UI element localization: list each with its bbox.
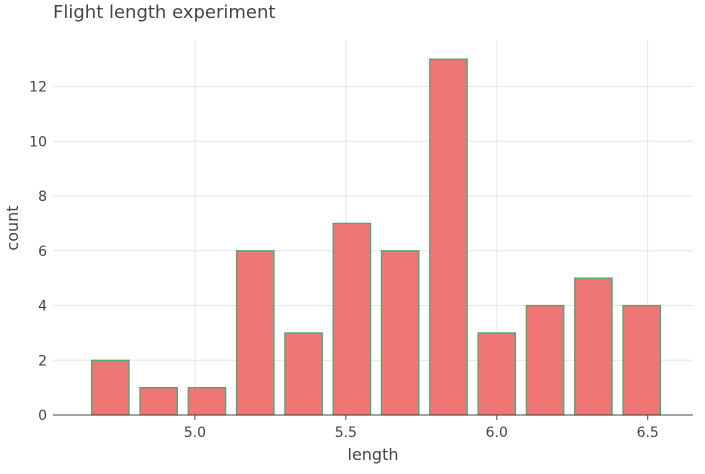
histogram-bar-11 [622,304,661,416]
histogram-bar-10 [574,277,613,416]
histogram-bar-5 [332,222,372,416]
histogram-bar-6 [380,250,420,416]
y-tick-label-1: 2 [38,353,47,369]
histogram-bar-4 [284,332,323,416]
x-tick-label-0: 5.0 [184,425,206,441]
histogram-bar-9 [525,304,565,416]
chart-title: Flight length experiment [53,2,275,23]
histogram-bar-7 [429,58,468,416]
y-tick-label-0: 0 [38,408,47,424]
x-axis-label: length [348,445,399,464]
bars-layer [91,58,661,416]
x-tick-label-3: 6.5 [637,425,659,441]
x-tick-label-2: 6.0 [486,425,508,441]
y-tick-label-3: 6 [38,244,47,260]
y-tick-label-6: 12 [29,80,47,96]
y-tick-label-2: 4 [38,299,47,315]
y-tick-label-5: 10 [29,134,47,150]
x-tick-label-1: 5.5 [335,425,357,441]
y-axis-label: count [3,205,22,250]
histogram-bar-8 [477,332,517,416]
histogram-bar-1 [139,387,178,416]
histogram-bar-3 [235,250,275,416]
histogram-bar-0 [91,359,130,416]
y-tick-label-4: 8 [38,189,47,205]
ticks-layer: 5.0 5.5 6.0 6.5 0 2 4 6 8 10 12 [29,80,659,441]
histogram-bar-2 [187,387,227,416]
